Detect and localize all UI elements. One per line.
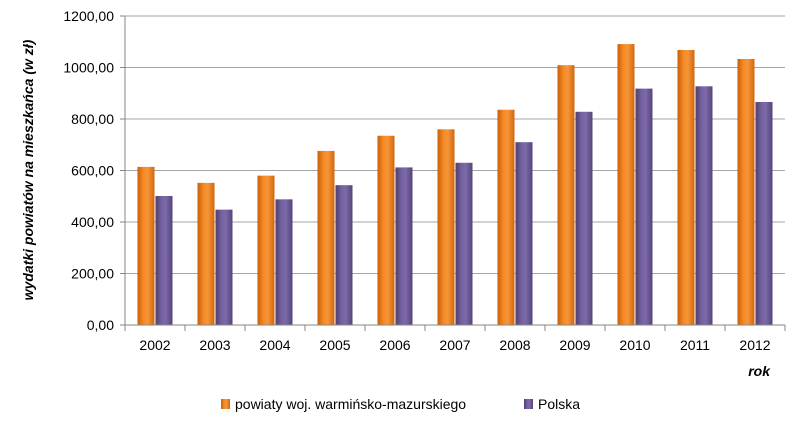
y-tick-label: 1200,00: [63, 8, 114, 24]
x-tick-label: 2007: [439, 337, 470, 353]
legend: powiaty woj. warmińsko-mazurskiego Polska: [221, 396, 580, 412]
y-tick-label: 200,00: [71, 266, 114, 282]
bar-warminsko-mazurskie-2006: [377, 135, 395, 325]
legend-swatch-polska: [524, 399, 533, 409]
legend-label: Polska: [538, 396, 580, 412]
legend-swatch-warminsko-mazurskie: [221, 399, 230, 409]
bar-polska-2008: [515, 142, 533, 325]
x-tick-label: 2005: [319, 337, 350, 353]
x-tick-label: 2012: [739, 337, 770, 353]
x-tick-label: 2006: [379, 337, 410, 353]
bar-polska-2005: [335, 185, 353, 325]
y-tick-label: 400,00: [71, 214, 114, 230]
y-tick-label: 1000,00: [63, 60, 114, 76]
bar-warminsko-mazurskie-2005: [317, 150, 335, 325]
bar-warminsko-mazurskie-2010: [617, 44, 635, 325]
bar-polska-2012: [755, 102, 773, 325]
bar-warminsko-mazurskie-2004: [257, 175, 275, 325]
bar-polska-2007: [455, 162, 473, 325]
y-tick-label: 600,00: [71, 163, 114, 179]
bar-warminsko-mazurskie-2003: [197, 182, 215, 325]
x-tick-label: 2011: [680, 337, 710, 353]
y-axis-title: wydatki powiatów na mieszkańca (w zł): [20, 39, 36, 300]
y-axis-ticks: 0,00 200,00 400,00 600,00 800,00 1000,00 1200,…: [63, 8, 125, 333]
x-tick-label: 2004: [259, 337, 290, 353]
x-axis-title: rok: [748, 363, 771, 379]
bars: [137, 44, 773, 326]
x-tick-label: 2009: [559, 337, 590, 353]
bar-warminsko-mazurskie-2011: [677, 49, 695, 326]
bar-polska-2009: [575, 111, 593, 325]
bar-polska-2011: [695, 86, 713, 325]
bar-polska-2010: [635, 88, 653, 326]
y-tick-label: 0,00: [87, 317, 114, 333]
axes: [124, 16, 785, 326]
bar-warminsko-mazurskie-2012: [737, 59, 755, 325]
legend-label: powiaty woj. warmińsko-mazurskiego: [235, 396, 466, 412]
bar-warminsko-mazurskie-2002: [137, 166, 155, 325]
bar-polska-2004: [275, 199, 293, 325]
bar-warminsko-mazurskie-2009: [557, 65, 575, 326]
x-tick-label: 2010: [619, 337, 650, 353]
x-tick-label: 2002: [139, 337, 170, 353]
bar-warminsko-mazurskie-2008: [497, 109, 515, 325]
bar-polska-2006: [395, 167, 413, 325]
x-tick-label: 2003: [199, 337, 230, 353]
gridlines: [125, 15, 785, 326]
x-axis-ticks: 2002 2003 2004 2005 2006 2007 2008 2009 2010 2011…: [124, 325, 786, 353]
x-tick-label: 2008: [499, 337, 530, 353]
bar-polska-2003: [215, 209, 233, 325]
bar-warminsko-mazurskie-2007: [437, 129, 455, 325]
y-tick-label: 800,00: [71, 111, 114, 127]
bar-polska-2002: [155, 195, 173, 325]
